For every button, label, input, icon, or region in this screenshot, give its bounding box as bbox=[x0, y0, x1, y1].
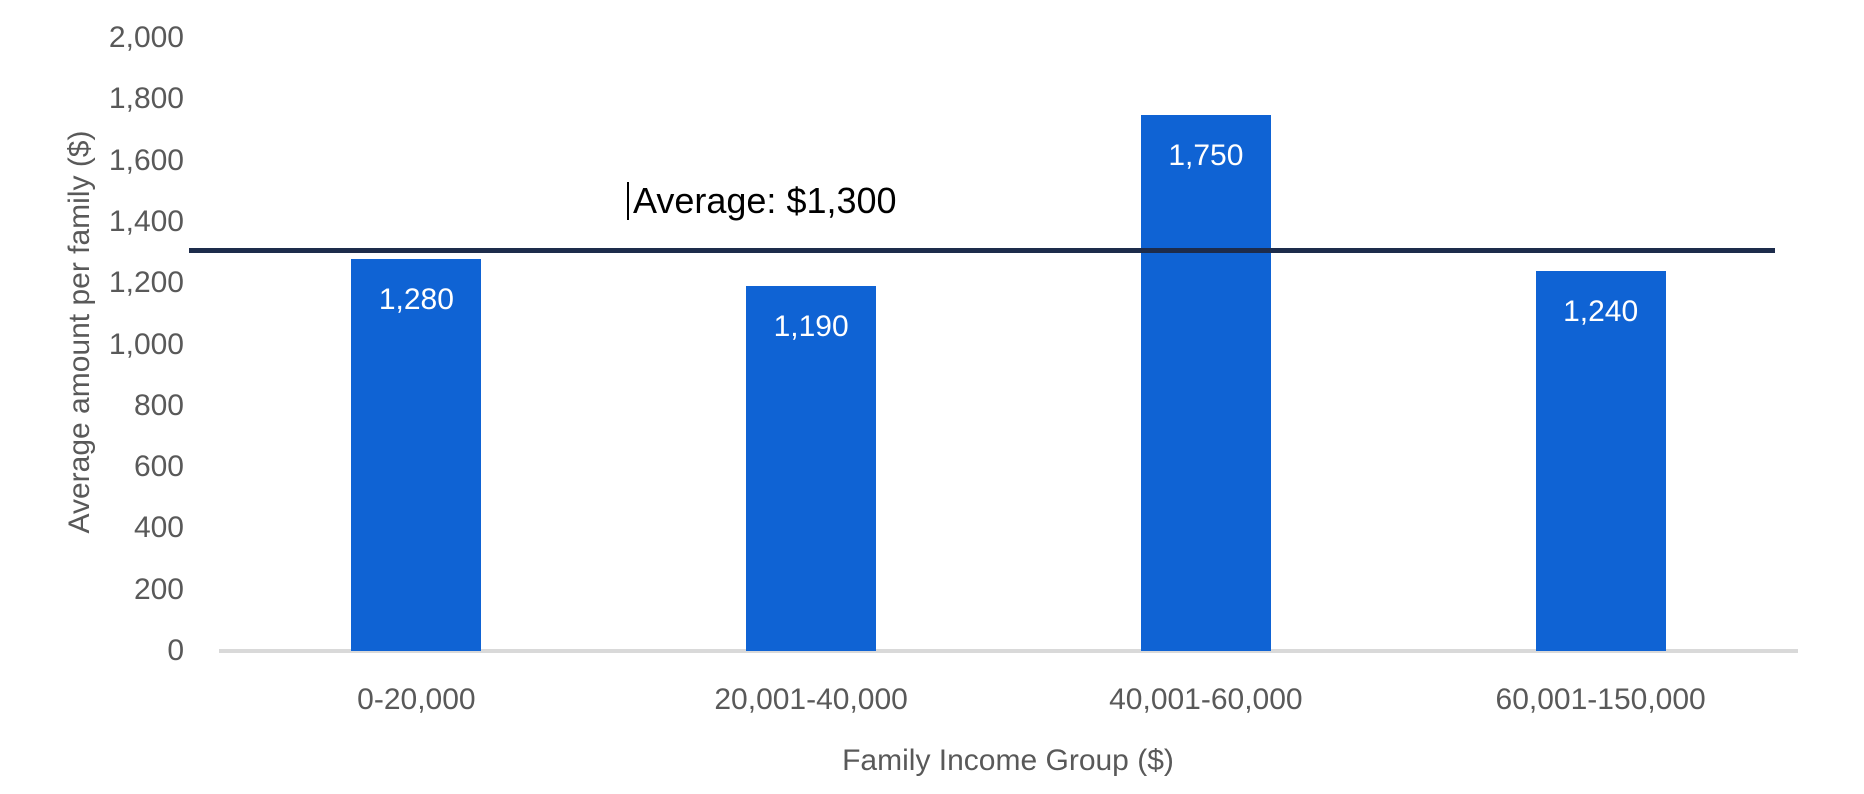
y-tick-label: 0 bbox=[167, 634, 184, 667]
bar-data-label: 1,280 bbox=[378, 282, 454, 316]
bar-0-20,000[interactable]: 1,280 bbox=[351, 258, 482, 651]
y-tick-label: 200 bbox=[133, 572, 184, 606]
average-line[interactable] bbox=[189, 248, 1775, 253]
bar-40,001-60,000[interactable]: 1,750 bbox=[1140, 114, 1271, 651]
bar-data-label: 1,240 bbox=[1563, 294, 1639, 328]
x-tick-label: 40,001-60,000 bbox=[1109, 683, 1303, 716]
average-annotation[interactable]: Average: $1,300 bbox=[627, 180, 897, 222]
x-tick-label: 0-20,000 bbox=[357, 683, 476, 716]
y-tick-label: 1,800 bbox=[108, 82, 184, 116]
text-cursor-caret bbox=[627, 182, 629, 220]
bar-data-label: 1,190 bbox=[773, 310, 849, 344]
y-tick-label: 1,200 bbox=[108, 266, 184, 300]
bar-20,001-40,000[interactable]: 1,190 bbox=[746, 286, 877, 651]
x-axis-line bbox=[219, 649, 1798, 653]
y-tick-label: 800 bbox=[133, 388, 184, 422]
y-tick-label: 600 bbox=[133, 450, 184, 484]
x-tick-label: 20,001-40,000 bbox=[714, 683, 908, 716]
y-tick-label: 1,400 bbox=[108, 204, 184, 238]
bar-60,001-150,000[interactable]: 1,240 bbox=[1535, 270, 1666, 651]
y-tick-label: 400 bbox=[133, 511, 184, 545]
y-tick-label: 2,000 bbox=[108, 21, 184, 54]
y-tick-label: 1,600 bbox=[108, 143, 184, 177]
y-tick-label: 1,000 bbox=[108, 327, 184, 361]
x-tick-label: 60,001-150,000 bbox=[1495, 683, 1706, 716]
bar-data-label: 1,750 bbox=[1168, 138, 1244, 172]
average-annotation-text: Average: $1,300 bbox=[633, 180, 897, 221]
x-axis-title: Family Income Group ($) bbox=[842, 744, 1174, 777]
